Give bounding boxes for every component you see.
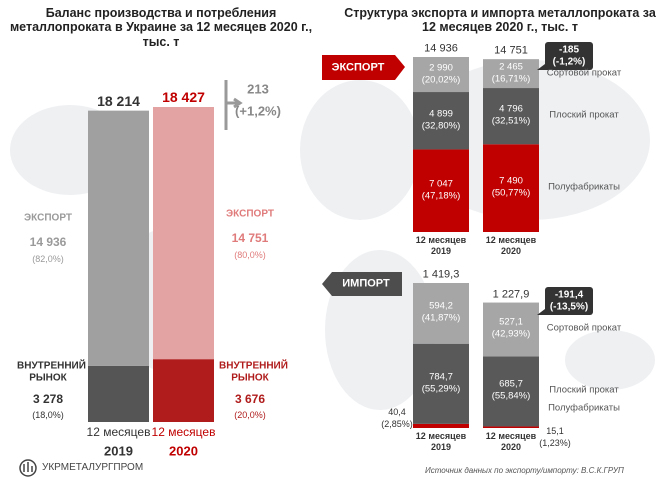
percent-label: (20,0%) [234, 409, 266, 420]
logo: УКРМЕТАЛУРГПРОМ [42, 462, 144, 473]
change-label: -185 [558, 44, 580, 56]
value-label: 2 465 [499, 61, 523, 73]
percent-label: (80,0%) [234, 249, 266, 260]
series-label: Полуфабрикаты [548, 181, 620, 193]
category-label: 2019 [430, 441, 452, 452]
change-box-notch [537, 309, 550, 315]
percent-label: (2,85%) [381, 418, 413, 429]
left-title: Баланс производства и потребления металл… [9, 6, 313, 49]
percent-label: (41,87%) [421, 312, 461, 324]
category-prefix: 12 месяцев [86, 425, 151, 440]
bar-segment [483, 59, 539, 89]
source-note: Источник данных по экспорту/импорту: В.С… [425, 466, 624, 475]
value-label: 7 047 [429, 178, 453, 190]
series-label: ВНУТРЕННИЙ РЫНОК [17, 360, 86, 384]
import-badge: ИМПОРТ [342, 277, 390, 290]
category-prefix: 12 месяцев [485, 234, 537, 245]
value-label: 4 899 [429, 108, 453, 120]
value-label: 3 278 [32, 392, 64, 407]
bar-segment [413, 423, 469, 428]
change-box-notch [537, 64, 550, 70]
category-prefix: 12 месяцев [151, 425, 216, 440]
value-label: 4 796 [499, 103, 523, 115]
bar-segment [483, 356, 539, 427]
category-label: 2020 [500, 441, 522, 452]
percent-label: (82,0%) [32, 253, 64, 264]
bar-segment [483, 144, 539, 232]
import-badge-shape [322, 272, 402, 296]
category-prefix: 12 месяцев [415, 430, 467, 441]
percent-label: (50,77%) [491, 187, 531, 199]
percent-label: (42,93%) [491, 329, 531, 341]
category-prefix: 12 месяцев [485, 430, 537, 441]
percent-label: (16,71%) [491, 73, 531, 85]
bar-segment [413, 92, 469, 150]
change-arrow [224, 80, 243, 130]
bar-segment [483, 426, 539, 428]
series-label: ЭКСПОРТ [226, 208, 274, 220]
value-label: 2 990 [429, 62, 453, 74]
value-label: 40,4 [388, 406, 406, 417]
category-prefix: 12 месяцев [415, 234, 467, 245]
bar-segment [483, 88, 539, 145]
total-label: 14 751 [494, 44, 528, 57]
value-label: 594,2 [429, 300, 453, 312]
value-label: 3 676 [234, 392, 266, 407]
series-label: Плоский прокат [549, 109, 619, 121]
change-box [545, 42, 593, 70]
percent-label: (18,0%) [32, 409, 64, 420]
percent-label: (32,80%) [421, 120, 461, 132]
total-label: 18 214 [97, 92, 140, 109]
bar-segment [153, 359, 214, 422]
percent-label: (20,02%) [421, 74, 461, 86]
change-label: 213 [247, 81, 269, 97]
bar-segment [153, 107, 214, 360]
category-label: 2019 [430, 245, 452, 256]
bar-segment [88, 365, 149, 422]
change-label: -191,4 [554, 289, 584, 301]
change-label: (+1,2%) [235, 103, 281, 119]
value-label: 685,7 [499, 378, 523, 390]
export-badge-shape [322, 55, 405, 80]
change-box [545, 287, 593, 315]
series-label: ЭКСПОРТ [24, 212, 72, 224]
total-label: 1 419,3 [422, 268, 460, 281]
series-label: Сортовой прокат [546, 67, 622, 79]
logo-icon [19, 459, 37, 477]
change-label: (-1,2%) [552, 56, 586, 68]
series-label: Полуфабрикаты [548, 402, 620, 414]
percent-label: (55,29%) [421, 383, 461, 395]
total-label: 18 427 [162, 88, 205, 105]
bar-segment [483, 302, 539, 357]
change-label: (-13,5%) [549, 301, 589, 313]
bar-segment [413, 343, 469, 424]
value-label: 527,1 [499, 317, 523, 329]
bar-segment [413, 57, 469, 93]
series-label: Сортовой прокат [546, 323, 622, 335]
category-label: 2019 [104, 443, 133, 459]
export-badge: ЭКСПОРТ [331, 61, 385, 74]
percent-label: (32,51%) [491, 115, 531, 127]
series-label: Плоский прокат [549, 384, 619, 396]
value-label: 784,7 [429, 371, 453, 383]
value-label: 14 751 [231, 231, 269, 246]
value-label: 7 490 [499, 175, 523, 187]
percent-label: (1,23%) [539, 438, 571, 449]
value-label: 15,1 [546, 426, 564, 437]
total-label: 1 227,9 [492, 288, 530, 301]
percent-label: (47,18%) [421, 190, 461, 202]
bar-segment [413, 283, 469, 344]
category-label: 2020 [169, 443, 198, 459]
right-title: Структура экспорта и импорта металлопрок… [344, 6, 656, 35]
category-label: 2020 [500, 245, 522, 256]
percent-label: (55,84%) [491, 390, 531, 402]
total-label: 14 936 [424, 42, 458, 55]
value-label: 14 936 [29, 235, 67, 250]
series-label: ВНУТРЕННИЙ РЫНОК [219, 360, 288, 384]
bar-segment [413, 149, 469, 232]
bar-segment [88, 110, 149, 366]
